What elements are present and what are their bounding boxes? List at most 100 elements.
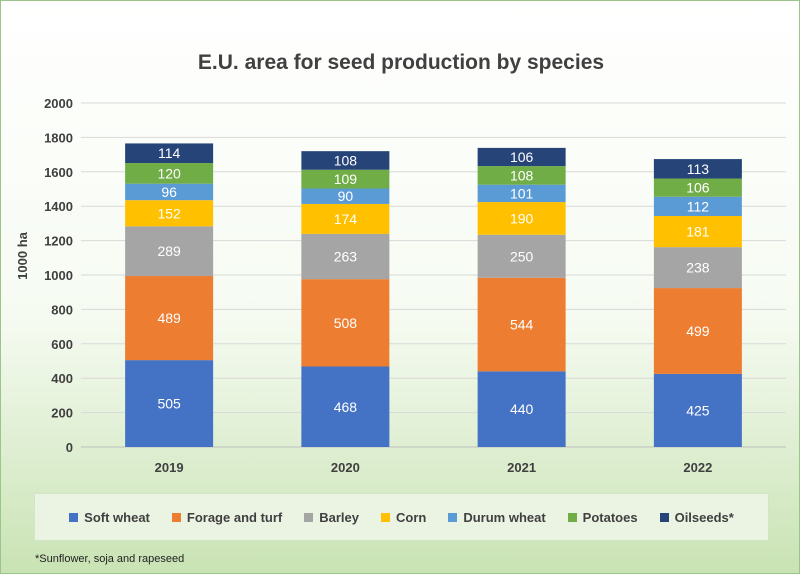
legend-swatch [304,512,314,522]
legend-label: Durum wheat [463,509,546,525]
y-tick-label: 800 [51,302,73,317]
data-label: 289 [157,243,181,259]
y-tick-label: 1000 [44,268,73,283]
data-label: 106 [686,180,710,196]
bar-segment [301,203,390,234]
x-tick-label: 2021 [507,460,536,475]
data-label: 181 [686,224,710,240]
data-label: 440 [510,401,534,417]
y-tick-label: 1200 [44,234,73,249]
legend-label: Oilseeds* [674,509,734,525]
legend-label: Soft wheat [84,509,150,525]
legend-swatch [567,512,577,522]
data-label: 263 [334,249,358,265]
chart-svg: E.U. area for seed production by species… [15,51,786,475]
data-label: 425 [686,402,710,418]
y-tick-label: 600 [51,337,73,352]
data-label: 468 [334,399,358,415]
data-label: 238 [686,260,710,276]
chart-title: E.U. area for seed production by species [198,51,604,74]
data-label: 508 [334,315,358,331]
data-label: 108 [334,152,358,168]
bar-segment [125,163,214,184]
data-label: 152 [157,205,181,221]
bar-segment [125,360,214,447]
legend-label: Potatoes [582,509,638,525]
data-label: 544 [510,317,534,333]
y-tick-label: 0 [66,440,73,455]
footnote: *Sunflower, soja and rapeseed [35,553,185,565]
data-label: 114 [158,145,181,161]
bar-segment [477,277,566,372]
data-label: 96 [161,184,177,200]
y-tick-label: 1600 [44,165,73,180]
legend-swatch [659,512,669,522]
data-label: 489 [157,310,181,326]
y-tick-label: 2000 [44,96,73,111]
legend-item: Forage and turf [171,509,283,525]
data-label: 108 [510,167,534,183]
bar-segment [301,188,390,204]
y-tick-label: 400 [51,371,73,386]
data-label: 112 [687,198,710,214]
bar-segment [653,216,742,248]
data-label: 109 [334,171,358,187]
bar-segment [477,166,566,185]
legend-swatch [69,512,79,522]
legend-item: Potatoes [567,509,638,525]
data-label: 106 [510,149,534,165]
data-label: 113 [687,161,710,177]
legend-item: Durum wheat [448,509,546,525]
bar-segment [301,151,390,170]
bar-segment [477,147,566,167]
bar-segment [125,226,214,277]
bar-segment [125,276,214,361]
bar-segment [477,184,566,203]
data-label: 190 [510,210,534,226]
data-label: 90 [338,188,354,204]
data-label: 174 [334,211,358,227]
data-label: 499 [686,323,710,339]
x-tick-label: 2020 [331,460,360,475]
legend-item: Oilseeds* [659,509,734,525]
legend-swatch [380,512,390,522]
y-tick-label: 1800 [44,130,73,145]
legend-label: Corn [395,509,427,525]
bar-segment [125,143,214,164]
bar-segment [477,234,566,278]
y-tick-label: 1400 [44,199,73,214]
x-axis-ticks: 2019 2020 2021 2022 [155,460,713,475]
bar-segment [653,196,742,217]
bar-segment [477,371,566,447]
data-label: 505 [157,396,181,412]
bar-segment [653,288,742,374]
bar-segment [301,233,390,280]
x-tick-label: 2019 [155,460,184,475]
x-tick-label: 2022 [683,460,712,475]
legend-label: Barley [319,509,359,525]
bar-segment [653,159,742,179]
bar-segment [653,247,742,289]
data-label: 120 [157,165,181,181]
bar-segment [301,279,390,367]
bar-segment [653,373,742,447]
legend-label: Forage and turf [186,509,283,525]
data-label: 101 [510,185,534,201]
legend-swatch [171,512,181,522]
legend-item: Soft wheat [69,510,150,525]
bar-segment [125,183,214,201]
bar-segment [125,200,214,227]
bar-segment [301,366,390,447]
legend: Soft wheat Forage and turf Barley Corn Durum… [34,493,769,541]
legend-swatch [448,512,458,522]
bar-segment [301,169,390,189]
data-label: 250 [510,248,534,264]
bar-segment [653,178,742,197]
y-tick-label: 200 [51,406,73,421]
legend-item: Barley [304,510,359,525]
bar-segment [477,202,566,235]
legend-item: Corn [380,509,427,525]
y-axis-label: 1000 ha [15,231,30,279]
